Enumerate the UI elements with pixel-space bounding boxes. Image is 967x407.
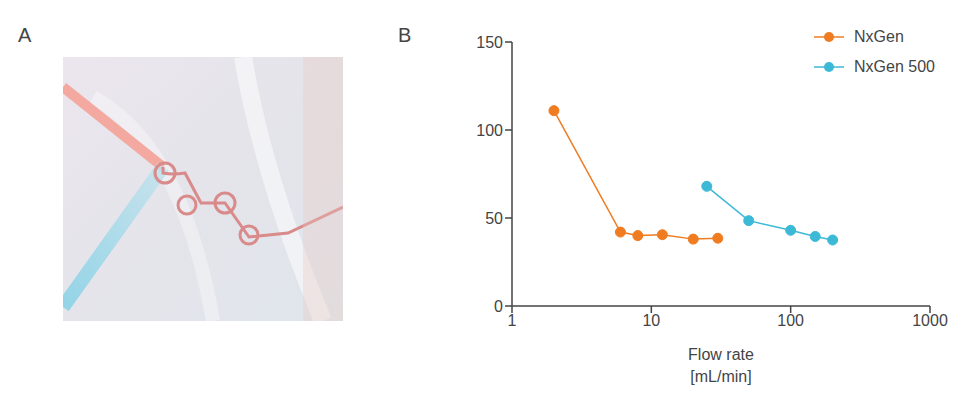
svg-text:50: 50 xyxy=(485,210,503,227)
svg-text:100: 100 xyxy=(476,122,503,139)
html-text:A: A xyxy=(18,24,32,46)
svg-text:150: 150 xyxy=(476,34,503,51)
svg-text:1: 1 xyxy=(508,312,517,329)
html-text:B: B xyxy=(398,24,412,46)
svg-text:1000: 1000 xyxy=(912,312,948,329)
svg-text:0: 0 xyxy=(494,298,503,315)
html-text:Flow rate: Flow rate xyxy=(688,346,754,363)
svg-text:100: 100 xyxy=(777,312,804,329)
html-text:NxGen: NxGen xyxy=(854,28,904,45)
svg-text:10: 10 xyxy=(642,312,660,329)
html-text:NxGen 500: NxGen 500 xyxy=(854,58,935,75)
html-text:[mL/min]: [mL/min] xyxy=(690,368,752,385)
